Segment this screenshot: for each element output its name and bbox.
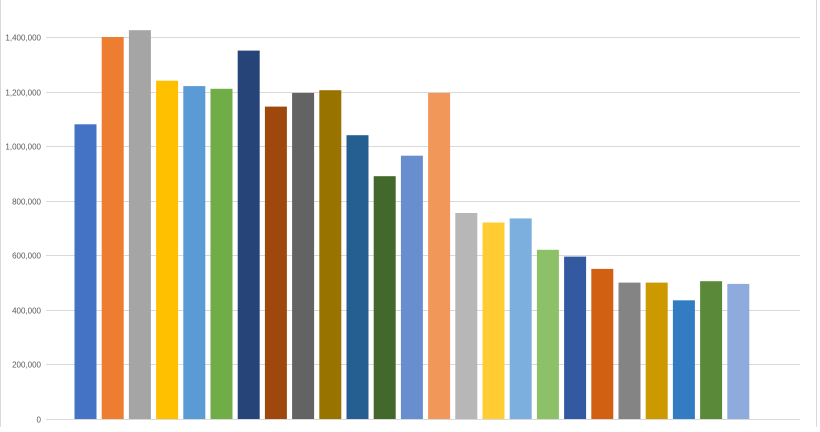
bar-2 [101,37,124,419]
y-tick-label: 0 [37,416,42,425]
bar-25 [727,283,750,419]
bar-13 [400,155,423,419]
bar-24 [700,281,723,419]
bar-12 [373,176,396,419]
bar-22 [645,282,668,419]
bar-16 [482,222,505,419]
bar-18 [536,249,559,419]
bar-3 [128,30,151,419]
y-tick-label: 400,000 [12,307,41,316]
y-tick-label: 1,000,000 [5,143,41,152]
y-tick-label: 1,200,000 [5,89,41,98]
bar-23 [672,300,695,419]
right-border [816,0,817,427]
bar-10 [319,90,342,419]
bar-11 [346,135,369,419]
bar-15 [455,213,478,419]
bar-7 [237,50,260,419]
y-tick-label: 200,000 [12,361,41,370]
bar-21 [618,282,641,419]
bar-8 [264,106,287,419]
bar-6 [210,88,233,420]
y-tick-label: 800,000 [12,198,41,207]
bar-1 [74,124,97,420]
bar-19 [564,256,587,419]
bar-17 [509,218,532,419]
bar-20 [591,268,614,419]
bars [74,30,750,420]
bar-4 [156,80,179,419]
bar-14 [428,92,451,420]
y-axis: 0 200,000 400,000 600,000 800,000 1,000,000 1,… [5,34,41,425]
bar-9 [292,92,315,420]
bar-5 [183,86,206,419]
left-border [0,0,1,427]
y-tick-label: 600,000 [12,252,41,261]
y-tick-label: 1,400,000 [5,34,41,43]
